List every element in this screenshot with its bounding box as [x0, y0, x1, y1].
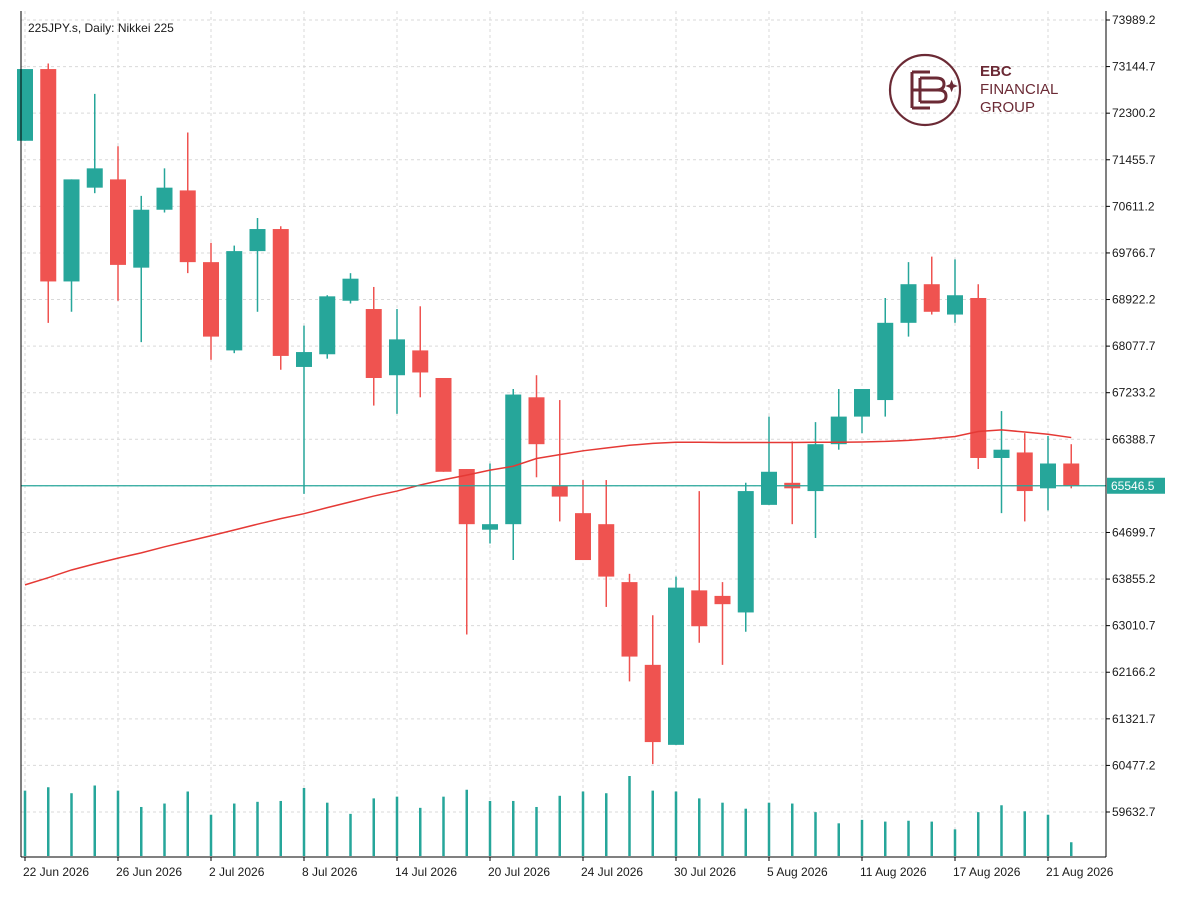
x-tick-label: 5 Aug 2026 [767, 865, 828, 879]
candle-bull [900, 284, 917, 323]
chart-frame [20, 11, 1107, 858]
y-tick-label: 73144.7 [1112, 60, 1156, 74]
x-tick-label: 26 Jun 2026 [116, 865, 182, 879]
candle-bear [575, 513, 591, 561]
logo-line-2: FINANCIAL [980, 81, 1059, 98]
candle-bear [923, 284, 940, 312]
candle-bear [1063, 463, 1080, 486]
candle-bear [970, 297, 987, 458]
candle-bull [249, 229, 266, 252]
ebc-logo-mark-icon [888, 53, 962, 127]
x-tick-label: 14 Jul 2026 [395, 865, 457, 879]
x-tick-label: 30 Jul 2026 [674, 865, 736, 879]
y-tick-label: 63010.7 [1112, 619, 1156, 633]
x-tick-label: 8 Jul 2026 [302, 865, 358, 879]
moving-average-line [24, 429, 1072, 586]
ebc-logo-text: EBC FINANCIAL GROUP [980, 63, 1058, 117]
y-tick-label: 60477.2 [1112, 758, 1156, 772]
y-tick-label: 63855.2 [1112, 572, 1156, 586]
candle-bull [156, 187, 173, 210]
y-tick-label: 66388.7 [1112, 432, 1156, 446]
candle-bear [179, 190, 196, 263]
grid-lines [21, 11, 1106, 857]
x-tick-label: 2 Jul 2026 [209, 865, 265, 879]
candle-bull [482, 524, 498, 530]
candle-bull [761, 471, 777, 505]
candle-bull [133, 209, 150, 268]
x-tick-label: 21 Aug 2026 [1046, 865, 1114, 879]
candle-bull [668, 587, 684, 745]
candle-bull [807, 444, 824, 492]
y-tick-label: 69766.7 [1112, 246, 1156, 260]
candle-bear [691, 590, 708, 627]
x-tick-label: 20 Jul 2026 [488, 865, 550, 879]
y-tick-label: 64699.7 [1112, 525, 1156, 539]
x-tick-label: 11 Aug 2026 [860, 865, 927, 879]
candle-bull [737, 491, 754, 613]
y-tick-label: 61321.7 [1112, 712, 1156, 726]
chart-title: 225JPY.s, Daily: Nikkei 225 [28, 21, 174, 35]
candle-bull [877, 322, 894, 401]
candle-bull [296, 352, 312, 367]
candle-bull [854, 389, 870, 417]
candle-bear [528, 397, 545, 445]
logo-line-1: EBC [980, 63, 1012, 80]
current-price-label-box [1107, 477, 1165, 494]
ebc-logo: EBC FINANCIAL GROUP [888, 52, 1088, 128]
moving-average [24, 429, 1072, 586]
candle-bull [319, 296, 336, 355]
x-tick-label: 22 Jun 2026 [23, 865, 89, 879]
current-price-label: 65546.5 [1111, 479, 1155, 493]
y-tick-label: 70611.2 [1112, 199, 1155, 213]
y-tick-label: 68922.2 [1112, 293, 1156, 307]
candle-bull [63, 179, 80, 282]
candle-bear [435, 377, 452, 472]
candle-bull [947, 295, 963, 315]
candle-bear [1016, 452, 1033, 492]
candle-bear [272, 229, 289, 356]
candle-bear [458, 469, 475, 525]
candle-bear [40, 69, 57, 282]
volume-bars [23, 776, 1073, 856]
candle-bull [342, 278, 359, 301]
y-tick-label: 71455.7 [1112, 153, 1156, 167]
candle-bear [621, 582, 638, 657]
x-tick-label: 24 Jul 2026 [581, 865, 643, 879]
candle-bear [203, 262, 219, 337]
candle-bull [389, 339, 405, 376]
y-tick-label: 72300.2 [1112, 106, 1156, 120]
candle-bear [110, 179, 126, 265]
candle-bear [412, 350, 429, 373]
x-tick-label: 17 Aug 2026 [953, 865, 1021, 879]
y-tick-label: 68077.7 [1112, 339, 1156, 353]
candle-bull [993, 449, 1010, 458]
y-tick-label: 67233.2 [1112, 386, 1156, 400]
candles [17, 63, 1080, 765]
candle-bull [86, 168, 103, 188]
x-axis: 22 Jun 2026 26 Jun 2026 2 Jul 2026 8 Jul 20… [23, 857, 1114, 879]
candle-bear [365, 309, 382, 378]
logo-line-3: GROUP [980, 99, 1036, 116]
candle-bull [830, 416, 847, 445]
y-tick-label: 62166.2 [1112, 665, 1156, 679]
current-price-line: 65546.5 [21, 477, 1165, 494]
candle-bull [505, 394, 522, 525]
y-tick-label: 59632.7 [1112, 805, 1156, 819]
candle-bull [1040, 463, 1056, 489]
candle-bull [17, 69, 33, 141]
candle-bear [644, 664, 661, 743]
candle-bear [598, 524, 615, 577]
candle-bull [226, 251, 243, 351]
y-axis: 73989.2 73144.7 72300.2 71455.7 70611.2 69766… [1106, 13, 1156, 819]
candle-bear [714, 595, 731, 605]
candle-bear [551, 485, 568, 497]
y-tick-label: 73989.2 [1112, 13, 1156, 27]
